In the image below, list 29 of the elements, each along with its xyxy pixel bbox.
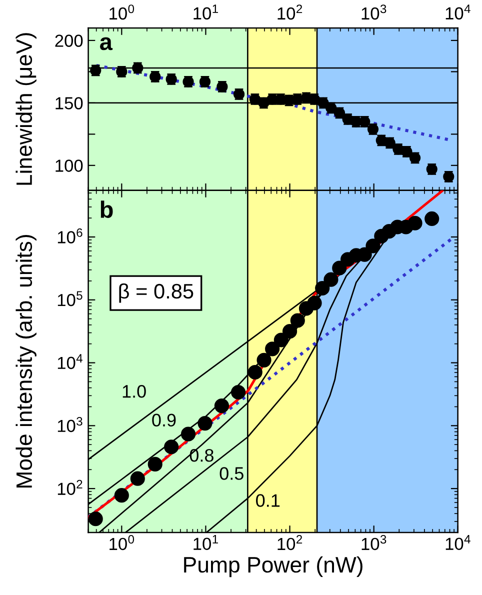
annotation: 0.9 — [152, 414, 176, 427]
y-axis-title: Linewidth (μeV) — [16, 33, 36, 185]
y-tick-label: 200 — [55, 34, 83, 47]
x-tick-label: 10$^{4}$ — [446, 535, 470, 550]
y-tick-label: 10$^{2}$ — [58, 480, 82, 495]
annotation: β = 0.85 — [119, 283, 194, 303]
y-tick-label: 10$^{4}$ — [58, 354, 82, 370]
y-tick-label: 10$^{3}$ — [58, 417, 82, 432]
x-tick-label: 10$^{3}$ — [362, 535, 386, 550]
y-tick-label: 10$^{5}$ — [58, 291, 82, 306]
x-tick-label: 10$^{1}$ — [194, 535, 218, 550]
chart-title: a — [100, 37, 113, 50]
y-tick-label: 150 — [56, 97, 83, 110]
x-tick-label: 10$^{0}$ — [110, 4, 134, 20]
x-tick-label: 10$^{3}$ — [362, 4, 386, 20]
x-axis-title: Pump Power (nW) — [184, 556, 362, 578]
x-tick-label: 10$^{0}$ — [110, 535, 134, 550]
x-tick-label: 10$^{2}$ — [278, 535, 302, 550]
x-tick-label: 10$^{4}$ — [446, 4, 470, 20]
annotation: 0.8 — [190, 448, 214, 462]
y-axis-title: Mode intensity (arb. units) — [16, 235, 36, 488]
x-tick-label: 10$^{1}$ — [194, 4, 218, 20]
y-tick-label: 100 — [56, 160, 83, 172]
annotation: 1.0 — [122, 385, 146, 398]
chart-title: b — [100, 200, 113, 218]
x-tick-label: 10$^{2}$ — [278, 4, 302, 20]
annotation: 0.5 — [220, 467, 244, 480]
annotation: 0.1 — [256, 494, 280, 507]
y-tick-label: 10$^{6}$ — [58, 228, 82, 244]
